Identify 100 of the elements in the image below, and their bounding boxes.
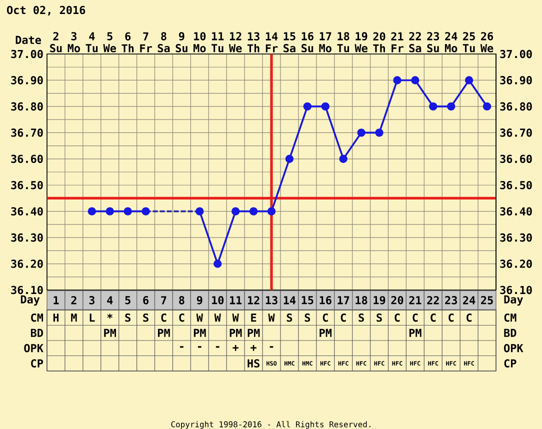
x-tick-label: 5 xyxy=(125,296,130,304)
text: S xyxy=(143,313,148,322)
text: + xyxy=(232,344,239,351)
x-tick-label: 12 xyxy=(248,296,260,304)
point xyxy=(447,102,456,111)
y2-tick-label: 36.50 xyxy=(500,180,532,190)
x-tick-label: 10 xyxy=(212,296,224,304)
text: C xyxy=(161,313,166,322)
point xyxy=(482,102,492,111)
y-tick-label: 36.80 xyxy=(11,102,43,111)
y-tick-label: CP xyxy=(31,359,44,368)
text: S xyxy=(376,313,382,322)
text: E xyxy=(251,314,256,322)
text: W xyxy=(196,314,203,322)
text: H xyxy=(53,314,59,322)
x-tick-label: 6 xyxy=(143,296,148,304)
x-tick-label: 11 xyxy=(230,296,242,304)
x-tick-label: 25 Tu xyxy=(462,32,475,52)
text: - xyxy=(198,346,202,348)
x-tick-label: 18 xyxy=(356,296,368,304)
x-tick-label: 20 Th xyxy=(373,32,386,52)
text: C xyxy=(430,313,436,322)
text: S xyxy=(286,313,292,322)
point xyxy=(124,207,132,216)
y2-tick-label: 36.20 xyxy=(500,260,532,268)
text: PM xyxy=(248,328,260,337)
point xyxy=(357,128,366,137)
y-tick-label: 36.60 xyxy=(11,154,43,164)
point xyxy=(231,207,240,216)
y-tick-label: 36.10 xyxy=(11,286,43,294)
x-tick-label: 1 xyxy=(54,296,59,304)
y2-tick-label: 36.10 xyxy=(500,286,532,294)
x-tick-label: 4 Tu xyxy=(86,32,98,52)
x-tick-label: 24 Mo xyxy=(444,32,458,52)
point xyxy=(464,76,474,84)
text: - xyxy=(216,346,220,348)
y2-tick-label: 36.30 xyxy=(500,233,532,242)
point xyxy=(267,207,276,216)
x-tick-label: 8 Sa xyxy=(158,32,170,52)
x-tick-label: 6 Th xyxy=(122,32,134,52)
x-tick-label: 24 xyxy=(463,296,476,304)
x-tick-label: 17 Mo xyxy=(319,32,332,52)
x-tick-label: 23 Su xyxy=(427,32,440,52)
x-tick-label: 4 xyxy=(107,296,113,304)
point xyxy=(411,76,420,84)
x-tick-label: 9 xyxy=(196,296,202,304)
text: C xyxy=(448,313,454,322)
text: S xyxy=(358,313,364,322)
x-tick-label: 2 xyxy=(71,296,76,304)
text: * xyxy=(107,314,112,319)
x-tick-label: 12 We xyxy=(228,32,242,52)
point xyxy=(88,207,96,216)
x-tick-label: 21 xyxy=(409,296,422,304)
x-tick-label: 19 We xyxy=(354,32,368,52)
x-tick-label: 3 Mo xyxy=(68,32,80,52)
y2-tick-label: CM xyxy=(504,313,516,322)
y2-tick-label: 36.40 xyxy=(500,207,532,216)
text: PM xyxy=(230,328,242,337)
x-tick-label: 22 xyxy=(427,296,439,304)
point xyxy=(321,102,330,111)
text: PM xyxy=(320,328,332,337)
text: Day xyxy=(504,295,524,306)
x-tick-label: 3 xyxy=(89,296,94,304)
y-tick-label: 36.50 xyxy=(11,180,43,190)
x-tick-label: 18 Tu xyxy=(337,32,350,52)
y2-tick-label: 36.90 xyxy=(500,76,532,84)
x-tick-label: 11 Tu xyxy=(212,32,224,52)
text: C xyxy=(412,313,418,322)
text: C xyxy=(179,313,184,322)
x-tick-label: 19 xyxy=(374,296,386,304)
x-tick-label: 13 Th xyxy=(247,32,260,52)
x-tick-label: 7 Fr xyxy=(140,32,152,52)
x-tick-label: 13 xyxy=(266,296,278,304)
point xyxy=(303,102,312,111)
x-axis-title: Date xyxy=(16,36,42,44)
point xyxy=(429,102,438,111)
x-tick-label: 22 Sa xyxy=(409,32,422,52)
text: M xyxy=(71,314,77,322)
point xyxy=(375,128,384,137)
text: - xyxy=(180,346,184,348)
x-tick-label: 5 We xyxy=(103,32,116,52)
x-tick-label: 16 xyxy=(320,296,332,304)
point xyxy=(249,207,258,216)
text: C xyxy=(322,313,328,322)
text: HS xyxy=(248,359,260,368)
x-tick-label: 17 xyxy=(338,296,350,304)
point xyxy=(196,207,204,216)
x-tick-label: 15 xyxy=(302,296,314,304)
x-tick-label: 14 Fr xyxy=(266,32,278,52)
text: + xyxy=(250,344,256,351)
y-tick-label: OPK xyxy=(24,344,44,352)
point xyxy=(214,260,222,268)
y-tick-label: 36.40 xyxy=(11,207,43,216)
x-tick-label: 21 Fr xyxy=(391,32,404,52)
point xyxy=(106,207,114,216)
text: C xyxy=(466,313,472,322)
text: C xyxy=(340,313,346,322)
x-tick-label: 25 xyxy=(481,296,493,304)
x-tick-label: 15 Sa xyxy=(284,32,296,52)
x-tick-label: 23 xyxy=(445,296,457,304)
